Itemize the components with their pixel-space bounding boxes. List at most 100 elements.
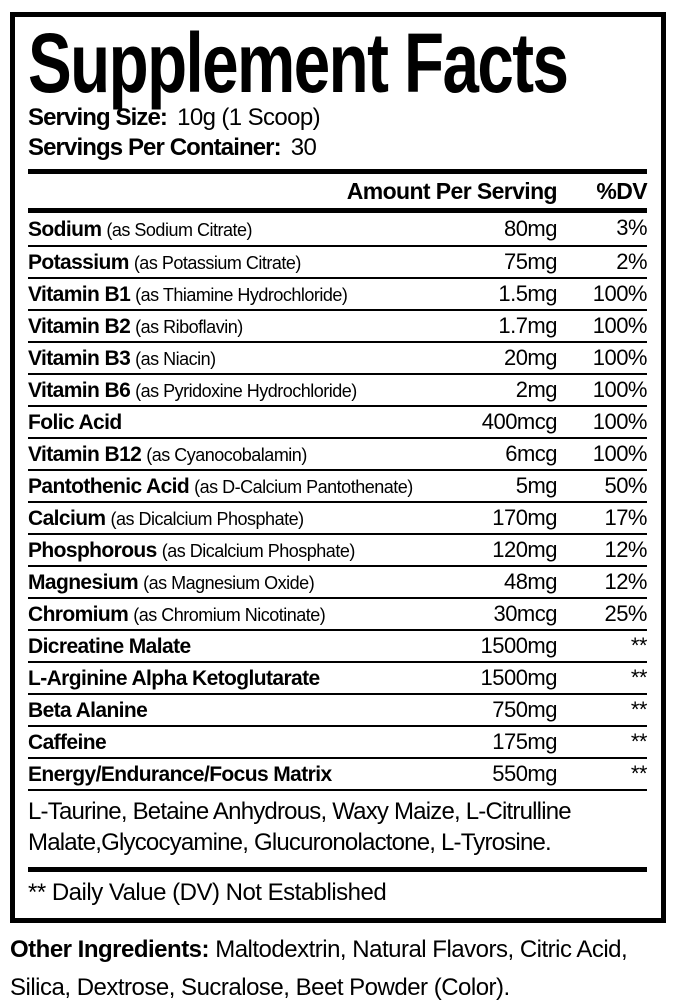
amount-per-serving-header: Amount Per Serving xyxy=(346,177,558,204)
nutrient-source-qualifier: (as Cyanocobalamin) xyxy=(146,445,307,466)
nutrient-name: Vitamin B6 xyxy=(28,379,131,403)
nutrient-source-qualifier: (as D-Calcium Pantothenate) xyxy=(194,477,413,498)
nutrient-name: Potassium xyxy=(28,251,129,275)
nutrient-name: Vitamin B3 xyxy=(28,347,131,371)
nutrient-row: Energy/Endurance/Focus Matrix 550mg ** xyxy=(28,757,648,789)
nutrient-amount: 5mg xyxy=(515,473,558,499)
nutrient-name: Beta Alanine xyxy=(28,699,148,723)
nutrient-amount: 20mg xyxy=(503,345,558,371)
nutrient-name: Folic Acid xyxy=(28,411,122,435)
nutrient-name-cell: Sodium (as Sodium Citrate) xyxy=(28,216,432,242)
nutrient-name: Caffeine xyxy=(28,731,107,755)
nutrient-name-cell: Vitamin B3 (as Niacin) xyxy=(28,345,432,371)
nutrient-row: Vitamin B1 (as Thiamine Hydrochloride) 1.5… xyxy=(28,277,648,309)
nutrient-name-cell: Caffeine xyxy=(28,729,432,755)
serving-size-label: Serving Size: xyxy=(28,104,168,132)
nutrient-amount: 2mg xyxy=(515,377,558,403)
nutrient-daily-value: 100% xyxy=(592,345,648,371)
nutrient-daily-value: ** xyxy=(630,697,648,723)
header-top-rule xyxy=(28,169,647,175)
nutrient-amount: 1500mg xyxy=(480,633,557,659)
nutrient-daily-value: ** xyxy=(630,729,648,755)
nutrient-daily-value: ** xyxy=(630,633,648,659)
nutrient-source-qualifier: (as Niacin) xyxy=(135,349,216,370)
nutrient-name: Dicreatine Malate xyxy=(28,635,191,659)
nutrient-name: Magnesium xyxy=(28,571,139,595)
nutrient-daily-value: 2% xyxy=(616,249,647,275)
nutrient-source-qualifier: (as Thiamine Hydrochloride) xyxy=(135,285,348,306)
nutrient-daily-value: ** xyxy=(630,665,648,691)
proprietary-blend-note: L-Taurine, Betaine Anhydrous, Waxy Maize… xyxy=(28,789,647,867)
other-ingredients-label: Other Ingredients: xyxy=(10,936,210,964)
nutrient-source-qualifier: (as Riboflavin) xyxy=(135,317,243,338)
nutrient-daily-value: 100% xyxy=(592,441,648,467)
nutrient-daily-value: 12% xyxy=(604,537,647,563)
nutrient-name-cell: Beta Alanine xyxy=(28,697,432,723)
nutrient-amount: 550mg xyxy=(492,761,557,787)
nutrient-name-cell: Energy/Endurance/Focus Matrix xyxy=(28,761,432,787)
nutrient-name: Phosphorous xyxy=(28,539,157,563)
nutrient-row: Phosphorous (as Dicalcium Phosphate) 120mg… xyxy=(28,533,648,565)
column-header-row: Amount Per Serving %DV xyxy=(28,174,648,208)
nutrient-name-cell: L-Arginine Alpha Ketoglutarate xyxy=(28,665,432,691)
nutrient-row: Dicreatine Malate 1500mg ** xyxy=(28,629,648,661)
nutrient-amount: 75mg xyxy=(503,249,558,275)
nutrient-daily-value: 100% xyxy=(592,409,648,435)
nutrient-amount: 1.5mg xyxy=(498,281,557,307)
nutrient-amount: 175mg xyxy=(492,729,557,755)
nutrient-source-qualifier: (as Chromium Nicotinate) xyxy=(133,605,326,626)
nutrient-name-cell: Chromium (as Chromium Nicotinate) xyxy=(28,601,432,627)
nutrient-source-qualifier: (as Magnesium Oxide) xyxy=(143,573,315,594)
nutrient-amount: 120mg xyxy=(492,537,557,563)
dv-header: %DV xyxy=(596,177,647,204)
nutrient-amount: 48mg xyxy=(503,569,558,595)
nutrient-row: L-Arginine Alpha Ketoglutarate 1500mg ** xyxy=(28,661,648,693)
nutrient-name: Vitamin B12 xyxy=(28,443,142,467)
nutrient-row: Chromium (as Chromium Nicotinate) 30mcg 25% xyxy=(28,597,648,629)
nutrient-name-cell: Vitamin B6 (as Pyridoxine Hydrochloride) xyxy=(28,377,432,403)
nutrient-row: Sodium (as Sodium Citrate) 80mg 3% xyxy=(28,213,648,245)
nutrient-name-cell: Phosphorous (as Dicalcium Phosphate) xyxy=(28,537,432,563)
nutrient-daily-value: 12% xyxy=(604,569,647,595)
nutrient-amount: 750mg xyxy=(492,697,557,723)
nutrient-name-cell: Pantothenic Acid (as D-Calcium Pantothena… xyxy=(28,473,432,499)
nutrient-name-cell: Magnesium (as Magnesium Oxide) xyxy=(28,569,432,595)
nutrient-amount: 6mcg xyxy=(505,441,557,467)
nutrient-name-cell: Folic Acid xyxy=(28,409,432,435)
serving-size-value: 10g (1 Scoop) xyxy=(177,104,321,132)
nutrient-row: Vitamin B2 (as Riboflavin) 1.7mg 100% xyxy=(28,309,648,341)
servings-per-container-label: Servings Per Container: xyxy=(28,134,282,162)
nutrient-amount: 1500mg xyxy=(480,665,557,691)
nutrient-name: Pantothenic Acid xyxy=(28,475,190,499)
nutrient-row: Vitamin B6 (as Pyridoxine Hydrochloride) 2… xyxy=(28,373,648,405)
nutrient-row: Vitamin B12 (as Cyanocobalamin) 6mcg 100% xyxy=(28,437,648,469)
supplement-facts-panel: Supplement Facts Serving Size: 10g (1 Sc… xyxy=(10,12,666,924)
nutrient-name-cell: Dicreatine Malate xyxy=(28,633,432,659)
nutrient-source-qualifier: (as Sodium Citrate) xyxy=(106,220,252,241)
nutrient-row: Beta Alanine 750mg ** xyxy=(28,693,648,725)
nutrient-name-cell: Vitamin B1 (as Thiamine Hydrochloride) xyxy=(28,281,432,307)
dv-footnote: ** Daily Value (DV) Not Established xyxy=(28,879,387,907)
nutrient-rows: Sodium (as Sodium Citrate) 80mg 3% Potassium… xyxy=(28,213,648,789)
panel-title-text: Supplement Facts xyxy=(28,16,569,110)
nutrient-name: Energy/Endurance/Focus Matrix xyxy=(28,763,332,787)
nutrient-name-cell: Vitamin B2 (as Riboflavin) xyxy=(28,313,432,339)
nutrient-daily-value: 50% xyxy=(604,473,647,499)
nutrient-name: Chromium xyxy=(28,603,129,627)
nutrient-amount: 400mcg xyxy=(481,409,558,435)
nutrient-source-qualifier: (as Potassium Citrate) xyxy=(133,253,302,274)
nutrient-name: Sodium xyxy=(28,218,102,242)
nutrient-amount: 80mg xyxy=(503,216,558,242)
nutrient-daily-value: 3% xyxy=(616,215,647,241)
serving-size-line: Serving Size: 10g (1 Scoop) xyxy=(28,104,647,132)
nutrient-source-qualifier: (as Pyridoxine Hydrochloride) xyxy=(135,381,357,402)
nutrient-amount: 170mg xyxy=(492,505,557,531)
nutrient-daily-value: 100% xyxy=(592,313,648,339)
nutrient-source-qualifier: (as Dicalcium Phosphate) xyxy=(161,541,356,562)
servings-per-container-line: Servings Per Container: 30 xyxy=(28,134,647,162)
nutrient-daily-value: 17% xyxy=(604,505,647,531)
nutrient-name: Vitamin B1 xyxy=(28,283,131,307)
nutrient-row: Folic Acid 400mcg 100% xyxy=(28,405,648,437)
nutrient-row: Vitamin B3 (as Niacin) 20mg 100% xyxy=(28,341,648,373)
nutrient-row: Calcium (as Dicalcium Phosphate) 170mg 17% xyxy=(28,501,648,533)
